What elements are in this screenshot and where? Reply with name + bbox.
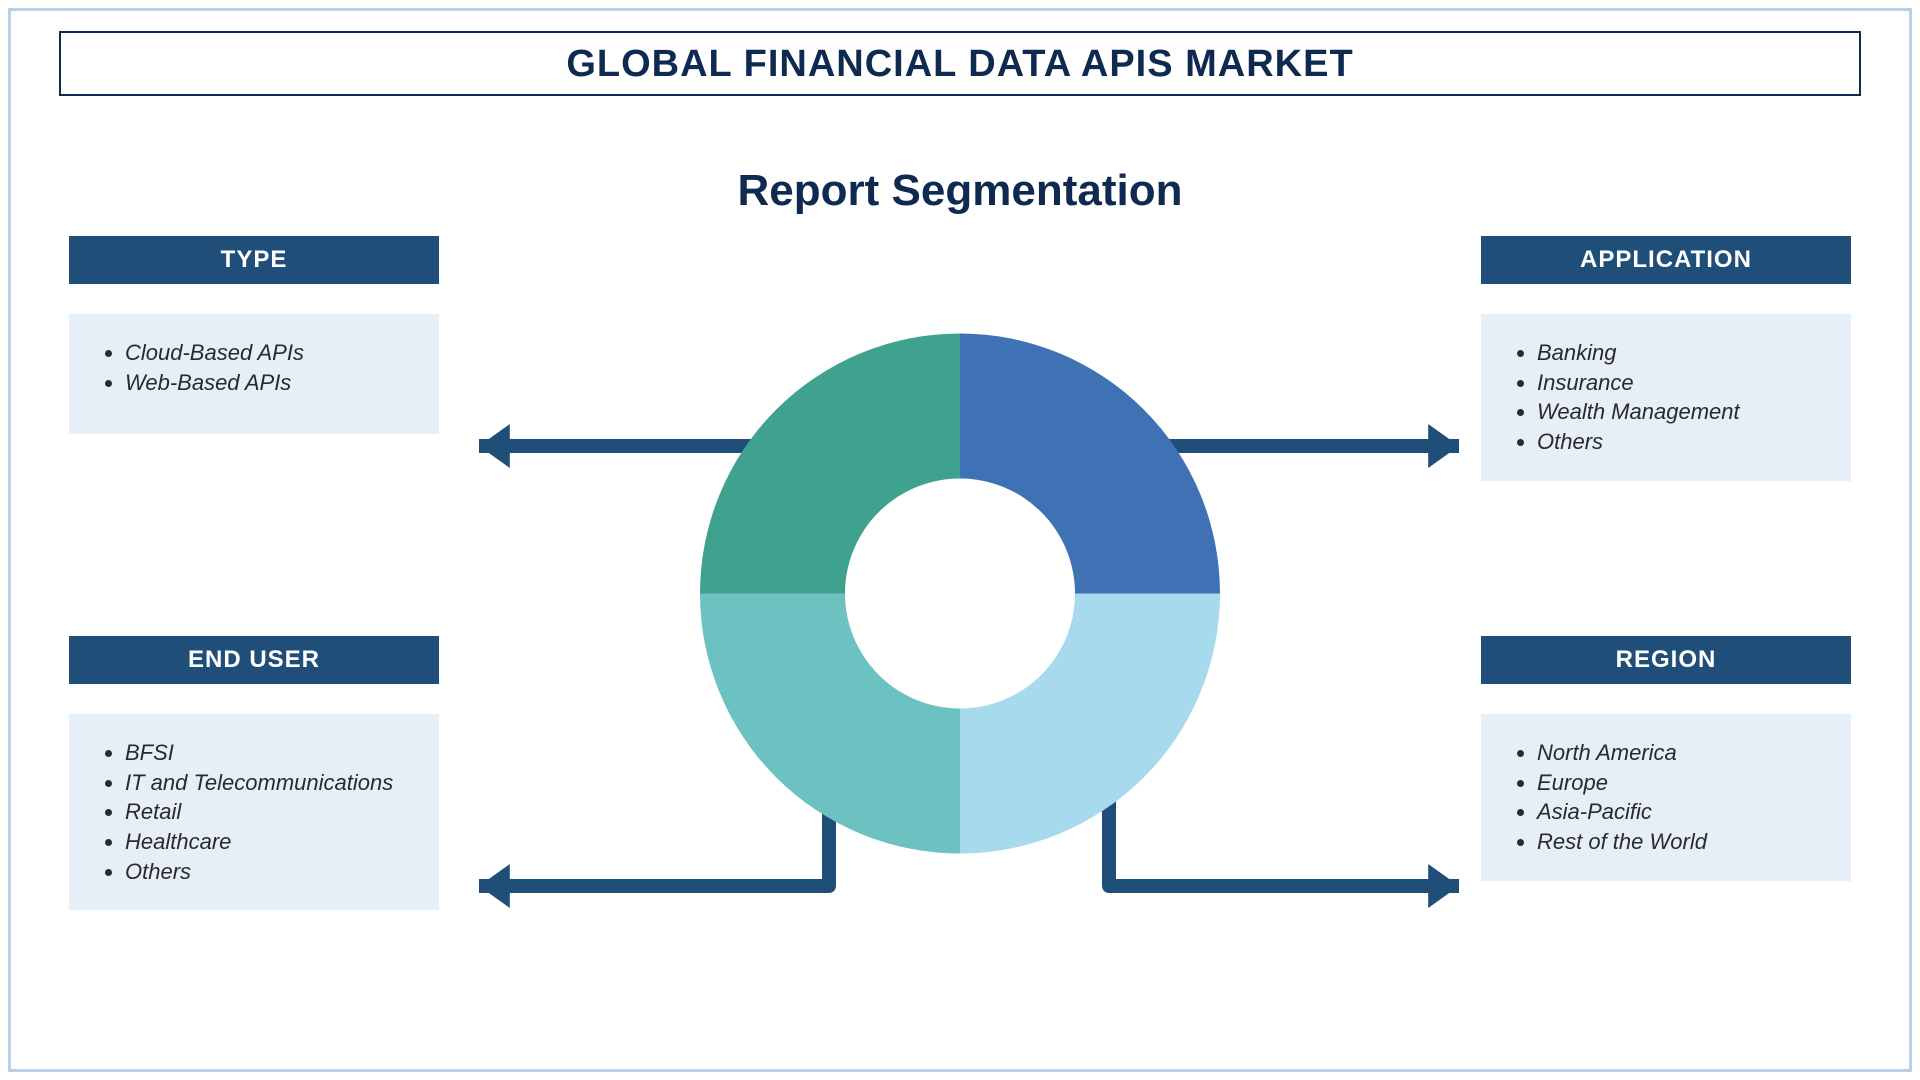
segment-end-user-header: END USER — [69, 636, 439, 684]
list-item: Others — [125, 857, 419, 887]
page-subtitle: Report Segmentation — [59, 166, 1861, 216]
list-item: North America — [1537, 738, 1831, 768]
list-item: Wealth Management — [1537, 397, 1831, 427]
list-item: BFSI — [125, 738, 419, 768]
list-item: IT and Telecommunications — [125, 768, 419, 798]
segment-application-header: APPLICATION — [1481, 236, 1851, 284]
list-item: Web-Based APIs — [125, 368, 419, 398]
list-item: Healthcare — [125, 827, 419, 857]
arrowhead-icon — [1428, 424, 1459, 468]
content-area: TYPE Cloud-Based APIs Web-Based APIs APP… — [59, 236, 1861, 956]
segment-end-user-list: BFSI IT and Telecommunications Retail He… — [105, 738, 419, 886]
page-title: GLOBAL FINANCIAL DATA APIS MARKET — [61, 43, 1859, 86]
list-item: Insurance — [1537, 368, 1831, 398]
donut-chart — [700, 334, 1220, 859]
arrowhead-icon — [479, 424, 510, 468]
segment-application-body: Banking Insurance Wealth Management Othe… — [1481, 314, 1851, 481]
segment-application-list: Banking Insurance Wealth Management Othe… — [1517, 338, 1831, 457]
list-item: Banking — [1537, 338, 1831, 368]
list-item: Rest of the World — [1537, 827, 1831, 857]
list-item: Asia-Pacific — [1537, 797, 1831, 827]
list-item: Cloud-Based APIs — [125, 338, 419, 368]
list-item: Europe — [1537, 768, 1831, 798]
segment-type: TYPE Cloud-Based APIs Web-Based APIs — [69, 236, 439, 434]
segment-application: APPLICATION Banking Insurance Wealth Man… — [1481, 236, 1851, 481]
segment-end-user-body: BFSI IT and Telecommunications Retail He… — [69, 714, 439, 910]
page-title-bar: GLOBAL FINANCIAL DATA APIS MARKET — [59, 31, 1861, 96]
segment-region-body: North America Europe Asia-Pacific Rest o… — [1481, 714, 1851, 881]
segment-type-header: TYPE — [69, 236, 439, 284]
list-item: Retail — [125, 797, 419, 827]
segment-region: REGION North America Europe Asia-Pacific… — [1481, 636, 1851, 881]
segment-type-body: Cloud-Based APIs Web-Based APIs — [69, 314, 439, 434]
segment-region-header: REGION — [1481, 636, 1851, 684]
segment-region-list: North America Europe Asia-Pacific Rest o… — [1517, 738, 1831, 857]
arrowhead-icon — [1428, 864, 1459, 908]
donut-center — [846, 480, 1074, 708]
arrowhead-icon — [479, 864, 510, 908]
segment-type-list: Cloud-Based APIs Web-Based APIs — [105, 338, 419, 397]
page-frame: GLOBAL FINANCIAL DATA APIS MARKET Report… — [8, 8, 1912, 1072]
list-item: Others — [1537, 427, 1831, 457]
segment-end-user: END USER BFSI IT and Telecommunications … — [69, 636, 439, 910]
